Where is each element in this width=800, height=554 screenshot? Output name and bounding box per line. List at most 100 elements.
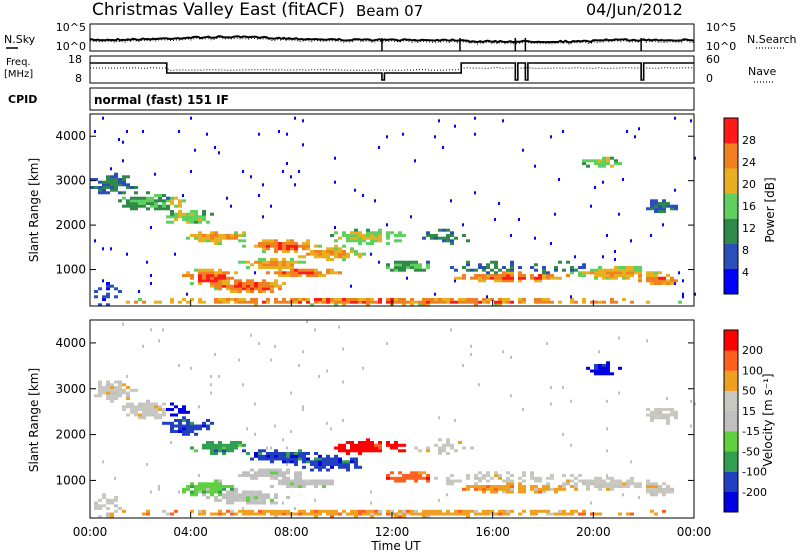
heatmap-cell	[398, 449, 402, 453]
heatmap-cell	[110, 178, 114, 181]
heatmap-cell	[210, 279, 214, 283]
heatmap-cell	[578, 266, 582, 269]
heatmap-cell	[134, 388, 138, 392]
heatmap-cell	[410, 260, 414, 264]
heatmap-cell	[646, 482, 650, 486]
heatmap-cell	[430, 236, 434, 240]
heatmap-cell	[198, 276, 202, 280]
heatmap-cell	[214, 231, 218, 235]
heatmap-cell	[638, 276, 642, 280]
heatmap-cell	[506, 298, 510, 301]
heatmap-cell	[346, 239, 350, 243]
heatmap-cell	[258, 258, 262, 261]
heatmap-cell	[102, 188, 106, 192]
heatmap-cell	[394, 479, 398, 483]
heatmap-cell	[386, 300, 390, 304]
heatmap-cell	[362, 449, 366, 453]
heatmap-cell	[362, 239, 366, 243]
heatmap-cell	[298, 485, 302, 488]
heatmap-cell	[106, 515, 110, 519]
heatmap-cell	[666, 279, 670, 283]
heatmap-cell	[422, 298, 426, 301]
heatmap-cell	[162, 408, 166, 411]
heatmap-cell	[374, 449, 378, 453]
heatmap-cell	[262, 512, 266, 516]
heatmap-cell	[106, 284, 110, 288]
heatmap-cell	[246, 471, 250, 475]
heatmap-cell	[338, 457, 342, 461]
heatmap-cell	[498, 487, 502, 491]
heatmap-cell	[210, 441, 214, 444]
heatmap-cell	[262, 457, 266, 461]
heatmap-cell	[550, 402, 552, 406]
heatmap-cell	[154, 194, 158, 197]
heatmap-cell	[178, 490, 180, 494]
heatmap-cell	[630, 479, 634, 483]
heatmap-cell	[294, 485, 298, 488]
heatmap-cell	[414, 268, 418, 272]
heatmap-cell	[530, 512, 534, 516]
heatmap-cell	[438, 509, 442, 513]
heatmap-cell	[294, 116, 296, 120]
heatmap-cell	[222, 487, 226, 491]
heatmap-cell	[310, 479, 314, 483]
heatmap-cell	[226, 298, 230, 301]
heatmap-cell	[658, 485, 662, 488]
heatmap-cell	[362, 236, 366, 240]
nsearch-tick-top: 10^5	[706, 21, 736, 34]
heatmap-cell	[234, 290, 238, 293]
heatmap-cell	[478, 485, 482, 488]
heatmap-cell	[290, 244, 294, 248]
heatmap-cell	[690, 424, 692, 428]
heatmap-cell	[326, 268, 330, 272]
heatmap-cell	[422, 268, 426, 272]
heatmap-cell	[294, 471, 298, 475]
heatmap-cell	[674, 282, 676, 285]
heatmap-cell	[202, 443, 206, 447]
heatmap-cell	[330, 463, 334, 466]
heatmap-cell	[242, 239, 246, 243]
heatmap-cell	[374, 512, 378, 516]
heatmap-cell	[194, 493, 198, 497]
heatmap-cell	[186, 220, 190, 224]
heatmap-cell	[486, 485, 490, 488]
heatmap-cell	[278, 454, 282, 458]
heatmap-cell	[230, 487, 234, 491]
heatmap-cell	[614, 482, 618, 486]
heatmap-cell	[454, 236, 458, 240]
heatmap-cell	[266, 454, 270, 458]
heatmap-cell	[170, 512, 174, 516]
heatmap-cell	[470, 353, 472, 356]
heatmap-cell	[210, 391, 212, 395]
heatmap-cell	[658, 410, 662, 414]
heatmap-cell	[378, 146, 380, 149]
heatmap-cell	[510, 260, 514, 264]
heatmap-cell	[510, 274, 514, 277]
heatmap-cell	[122, 178, 126, 181]
heatmap-cell	[482, 276, 486, 280]
heatmap-cell	[378, 231, 382, 235]
heatmap-cell	[262, 279, 266, 283]
heatmap-cell	[106, 394, 110, 398]
heatmap-cell	[534, 300, 538, 304]
heatmap-cell	[242, 260, 246, 264]
heatmap-cell	[670, 279, 674, 283]
heatmap-cell	[570, 509, 574, 513]
heatmap-cell	[206, 271, 210, 275]
heatmap-cell	[410, 512, 414, 516]
heatmap-cell	[374, 231, 378, 235]
heatmap-cell	[274, 424, 276, 428]
heatmap-cell	[230, 204, 232, 208]
heatmap-cell	[426, 509, 430, 513]
heatmap-cell	[662, 276, 666, 280]
heatmap-cell	[398, 479, 402, 483]
heatmap-cell	[486, 471, 490, 475]
heatmap-cell	[286, 247, 290, 251]
heatmap-cell	[350, 460, 354, 464]
heatmap-cell	[198, 485, 202, 488]
heatmap-cell	[226, 501, 230, 505]
heatmap-cell	[626, 130, 628, 133]
heatmap-cell	[102, 460, 104, 464]
heatmap-cell	[402, 449, 406, 453]
